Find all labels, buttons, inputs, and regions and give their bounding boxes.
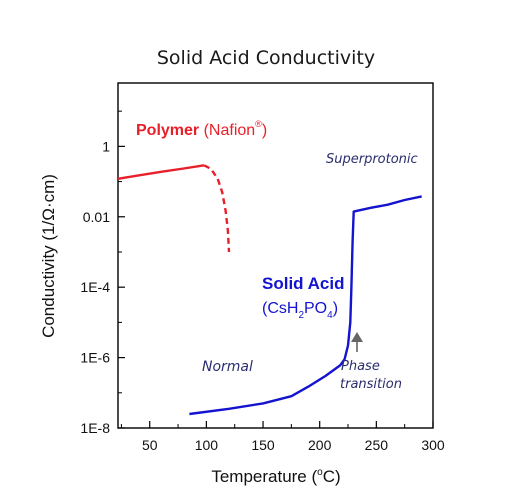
x-tick-label: 50 <box>142 437 158 453</box>
normal-label: Normal <box>202 359 253 375</box>
phase-transition-arrow-icon <box>351 332 363 352</box>
y-tick-label: 1E-6 <box>80 350 110 366</box>
y-tick-labels: 1 0.01 1E-4 1E-6 1E-8 <box>80 138 110 436</box>
phase-transition-label-2: transition <box>340 377 402 392</box>
x-axis-label: Temperature (oC) <box>211 467 340 486</box>
series-line-1 <box>203 164 231 253</box>
x-tick-label: 300 <box>421 437 445 453</box>
plot-frame <box>117 82 434 429</box>
y-tick-label: 0.01 <box>83 209 110 225</box>
solid-acid-formula: (CsH2PO4) <box>262 300 338 321</box>
series-line-0 <box>117 164 205 180</box>
superprotonic-label: Superprotonic <box>326 152 418 167</box>
x-tick-label: 250 <box>365 437 389 453</box>
y-tick-label: 1E-4 <box>80 279 110 295</box>
axis-ticks <box>118 110 434 429</box>
x-tick-label: 200 <box>308 437 332 453</box>
chart-title: Solid Acid Conductivity <box>157 47 375 69</box>
x-tick-label: 150 <box>251 437 275 453</box>
y-tick-label: 1 <box>102 138 110 154</box>
phase-transition-label: Phase <box>341 359 380 374</box>
y-axis-label: Conductivity (1/Ω·cm) <box>39 174 58 338</box>
x-tick-labels: 50 100 150 200 250 300 <box>142 437 445 453</box>
x-tick-label: 100 <box>195 437 219 453</box>
y-tick-label: 1E-8 <box>80 420 110 436</box>
series-line-2 <box>189 195 422 416</box>
polymer-label: Polymer (Nafion®) <box>136 119 267 139</box>
solid-acid-label: Solid Acid <box>262 274 345 293</box>
series-layer <box>117 164 422 416</box>
